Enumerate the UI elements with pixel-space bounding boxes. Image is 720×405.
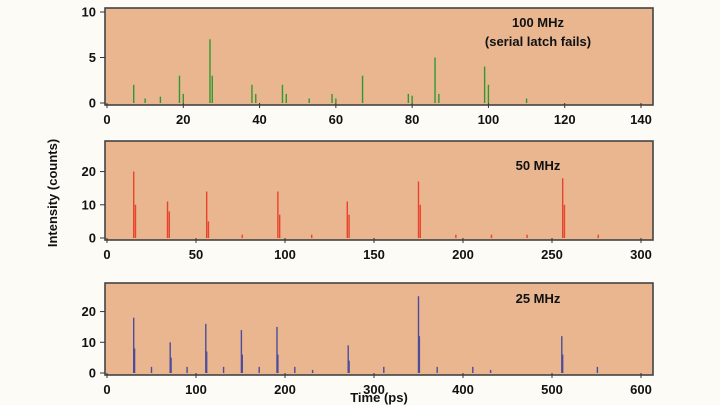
panel-50mhz-annotation: 50 MHz [516, 158, 561, 173]
panel-100mhz-x-tick-label: 60 [329, 112, 343, 127]
panel-25mhz-x-tick-label: 0 [103, 382, 110, 397]
panel-25mhz-bars [132, 296, 599, 373]
panel-50mhz-x-tick-label: 50 [189, 247, 203, 262]
panel-100mhz-x-tick-label: 100 [478, 112, 500, 127]
panel-25mhz-x-tick-label: 500 [541, 382, 563, 397]
panel-50mhz-x-tick-label: 300 [630, 247, 652, 262]
panel-100mhz-x-tick-label: 0 [103, 112, 110, 127]
panel-50mhz-y-tick-label: 0 [89, 231, 96, 246]
panel-50mhz-bars [132, 171, 599, 238]
panel-100mhz-y-tick-label: 5 [89, 50, 96, 65]
panel-100mhz-x-tick-label: 40 [252, 112, 266, 127]
panel-50mhz-x-tick-label: 150 [363, 247, 385, 262]
panel-100mhz-subannotation: (serial latch fails) [485, 34, 591, 49]
panel-100mhz-y-tick-label: 10 [82, 5, 96, 20]
panel-25mhz-frame [104, 282, 654, 376]
panel-25mhz-y-tick-label: 10 [82, 335, 96, 350]
panel-25mhz-x-tick-label: 600 [630, 382, 652, 397]
panel-25mhz-y-tick-label: 20 [82, 304, 96, 319]
x-axis-label: Time (ps) [350, 390, 408, 405]
panel-50mhz-x-tick-label: 250 [541, 247, 563, 262]
y-axis-label: Intensity (counts) [45, 139, 60, 247]
panel-100mhz: 0 20 40 60 80 100 120 140 0 5 10 100 MHz (serial l… [82, 5, 654, 128]
panel-100mhz-axes: 0 20 40 60 80 100 120 140 0 5 10 [82, 5, 652, 128]
panel-100mhz-x-tick-label: 80 [405, 112, 419, 127]
panel-100mhz-x-tick-label: 20 [176, 112, 190, 127]
panel-50mhz: 0 50 100 150 200 250 300 0 10 20 50 MHz [82, 140, 654, 262]
panel-50mhz-x-tick-label: 200 [452, 247, 474, 262]
panel-100mhz-y-tick-label: 0 [89, 96, 96, 111]
panel-25mhz: 0 100 200 300 400 500 600 0 10 20 25 MHz [82, 282, 654, 397]
panel-50mhz-axes: 0 50 100 150 200 250 300 0 10 20 [82, 164, 652, 262]
panel-100mhz-x-tick-label: 140 [630, 112, 652, 127]
panel-100mhz-bars [132, 39, 528, 103]
panel-25mhz-x-tick-label: 300 [363, 382, 385, 397]
panel-25mhz-annotation: 25 MHz [516, 291, 561, 306]
panel-50mhz-y-tick-label: 20 [82, 164, 96, 179]
panel-100mhz-x-tick-label: 120 [554, 112, 576, 127]
panel-50mhz-y-tick-label: 10 [82, 197, 96, 212]
panel-25mhz-axes: 0 100 200 300 400 500 600 0 10 20 [82, 304, 652, 397]
panel-100mhz-annotation: 100 MHz [512, 15, 565, 30]
panel-50mhz-x-tick-label: 100 [274, 247, 296, 262]
panel-25mhz-y-tick-label: 0 [89, 366, 96, 381]
panel-50mhz-frame [104, 140, 654, 241]
panel-25mhz-x-tick-label: 100 [185, 382, 207, 397]
panel-25mhz-x-tick-label: 400 [452, 382, 474, 397]
panel-100mhz-frame [104, 7, 654, 106]
panel-25mhz-x-tick-label: 200 [274, 382, 296, 397]
panel-50mhz-x-tick-label: 0 [103, 247, 110, 262]
